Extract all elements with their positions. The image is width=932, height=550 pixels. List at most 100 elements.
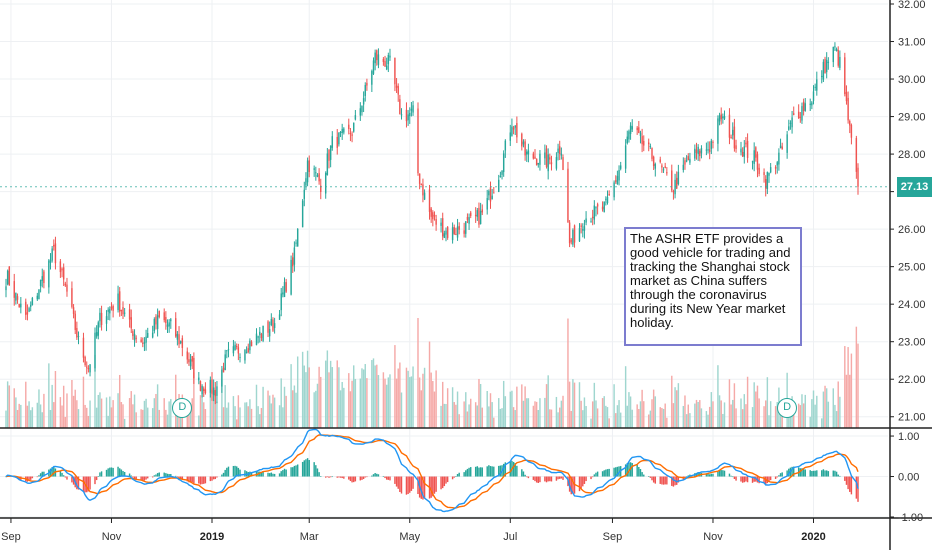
volume-bar — [560, 400, 563, 428]
candle-body — [764, 179, 767, 189]
volume-bar — [751, 407, 754, 428]
volume-bar — [100, 398, 103, 428]
candle-body — [147, 333, 149, 338]
candle-body — [212, 387, 215, 396]
candle-body — [567, 168, 569, 223]
macd-histogram-bar — [654, 476, 657, 484]
macd-histogram-bar — [443, 476, 446, 487]
candle-body — [834, 46, 836, 48]
volume-bar — [516, 386, 518, 428]
volume-bar — [481, 407, 483, 428]
dividend-marker[interactable]: D — [777, 398, 798, 418]
volume-bar — [526, 398, 528, 428]
volume-bar — [130, 391, 132, 428]
volume-bar — [156, 384, 159, 428]
macd-histogram-bar — [718, 470, 721, 477]
macd-histogram-bar — [446, 476, 449, 483]
candle-body — [362, 98, 365, 105]
candle-body — [601, 206, 604, 210]
candle-body — [267, 321, 269, 333]
volume-bar — [753, 382, 755, 428]
macd-histogram-bar — [717, 471, 719, 477]
macd-histogram-bar — [626, 463, 629, 477]
annotation-box: The ASHR ETF provides a good vehicle for… — [624, 227, 802, 346]
volume-bar — [135, 412, 137, 428]
macd-histogram-bar — [140, 476, 142, 481]
macd-histogram-bar — [613, 467, 615, 477]
candle-body — [844, 57, 846, 95]
macd-histogram-bar — [666, 476, 668, 485]
volume-bar — [723, 402, 726, 428]
macd-histogram-bar — [262, 472, 264, 477]
macd-histogram-bar — [221, 474, 223, 477]
volume-bar — [201, 394, 203, 428]
volume-bar — [25, 381, 27, 428]
volume-bar — [636, 404, 638, 428]
macd-histogram-bar — [151, 476, 154, 478]
candle-body — [316, 174, 319, 177]
candle-body — [377, 54, 380, 65]
volume-bar — [700, 408, 703, 428]
candle-body — [175, 318, 177, 337]
volume-bar — [245, 402, 248, 428]
candle-body — [49, 260, 52, 263]
x-tick-label: 2020 — [801, 531, 825, 543]
candle-body — [676, 177, 678, 189]
candle-body — [605, 198, 607, 200]
candle-body — [778, 152, 780, 165]
dividend-marker[interactable]: D — [172, 398, 193, 418]
macd-histogram-bar — [371, 475, 373, 477]
macd-histogram-bar — [804, 469, 806, 477]
candle-body — [165, 316, 167, 324]
volume-bar — [618, 400, 620, 428]
candle-body — [235, 346, 238, 348]
candle-body — [547, 154, 549, 172]
macd-histogram-bar — [28, 476, 30, 481]
volume-bar — [306, 350, 309, 428]
volume-bar — [793, 414, 795, 428]
candle-body — [199, 381, 202, 391]
candle-body — [606, 196, 609, 204]
volume-bar — [235, 419, 238, 428]
macd-histogram-bar — [268, 473, 271, 477]
candle-body — [618, 169, 620, 181]
candle-body — [639, 132, 642, 136]
candle-body — [491, 195, 493, 200]
volume-bar — [110, 407, 113, 428]
candle-body — [488, 191, 490, 196]
candle-body — [697, 146, 699, 155]
candle-body — [474, 214, 477, 217]
macd-histogram-bar — [273, 473, 276, 477]
candle-body — [100, 312, 103, 325]
candle-body — [532, 153, 535, 159]
candle-body — [107, 309, 109, 312]
candle-body — [28, 308, 30, 312]
candle-body — [211, 379, 213, 394]
candle-body — [839, 56, 841, 68]
macd-histogram-bar — [293, 465, 296, 477]
candle-body — [837, 50, 839, 66]
macd-histogram-bar — [728, 473, 731, 477]
candle-body — [306, 160, 309, 183]
volume-bar — [522, 400, 525, 428]
macd-histogram-bar — [647, 476, 650, 477]
volume-bar — [535, 401, 538, 428]
macd-histogram-bar — [502, 463, 505, 477]
macd-histogram-bar — [583, 476, 586, 484]
macd-histogram-bar — [509, 461, 511, 477]
volume-bar — [385, 384, 388, 428]
macd-histogram-bar — [295, 465, 297, 477]
macd-histogram-bar — [695, 472, 698, 477]
volume-bar — [221, 379, 223, 428]
candle-body — [845, 92, 848, 102]
macd-histogram-bar — [539, 476, 541, 483]
macd-histogram-bar — [18, 476, 20, 480]
candle-body — [97, 322, 100, 336]
volume-bar — [590, 418, 592, 428]
macd-histogram-bar — [351, 476, 353, 483]
volume-bar — [234, 406, 236, 428]
candle-body — [409, 112, 411, 117]
candle-body — [74, 313, 76, 330]
volume-bar — [430, 372, 432, 428]
volume-bar — [682, 405, 685, 428]
